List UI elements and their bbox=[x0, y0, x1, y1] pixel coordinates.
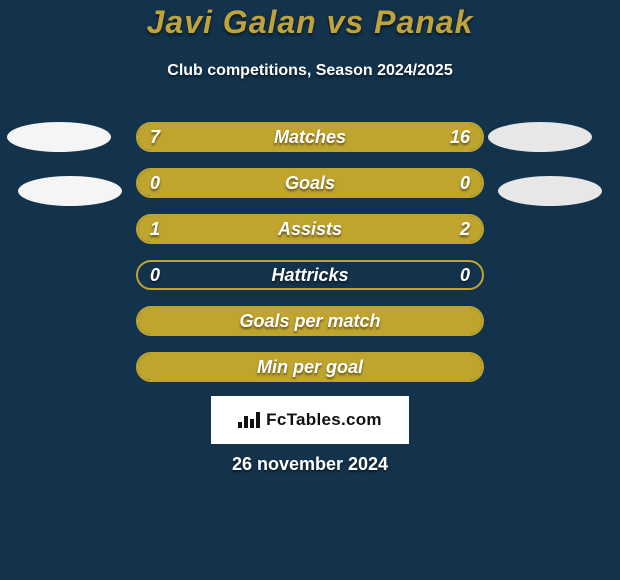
stat-row: Goals per match bbox=[136, 306, 484, 336]
stat-row: 12Assists bbox=[136, 214, 484, 244]
stat-label: Hattricks bbox=[138, 262, 482, 288]
stat-label: Goals per match bbox=[138, 308, 482, 334]
stat-row: 716Matches bbox=[136, 122, 484, 152]
watermark-text: FcTables.com bbox=[266, 410, 382, 430]
subtitle: Club competitions, Season 2024/2025 bbox=[0, 62, 620, 80]
player-right-oval-0 bbox=[488, 122, 592, 152]
stat-label: Min per goal bbox=[138, 354, 482, 380]
watermark-badge: FcTables.com bbox=[211, 396, 409, 444]
stat-row: 00Goals bbox=[136, 168, 484, 198]
title: Javi Galan vs Panak bbox=[0, 4, 620, 41]
date-text: 26 november 2024 bbox=[0, 454, 620, 475]
player-right-oval-1 bbox=[498, 176, 602, 206]
player-left-oval-0 bbox=[7, 122, 111, 152]
comparison-infographic: Javi Galan vs Panak Club competitions, S… bbox=[0, 0, 620, 580]
stat-label: Assists bbox=[138, 216, 482, 242]
stat-label: Goals bbox=[138, 170, 482, 196]
stat-row: 00Hattricks bbox=[136, 260, 484, 290]
bar-chart-icon bbox=[238, 412, 260, 428]
stat-label: Matches bbox=[138, 124, 482, 150]
stat-row: Min per goal bbox=[136, 352, 484, 382]
player-left-oval-1 bbox=[18, 176, 122, 206]
